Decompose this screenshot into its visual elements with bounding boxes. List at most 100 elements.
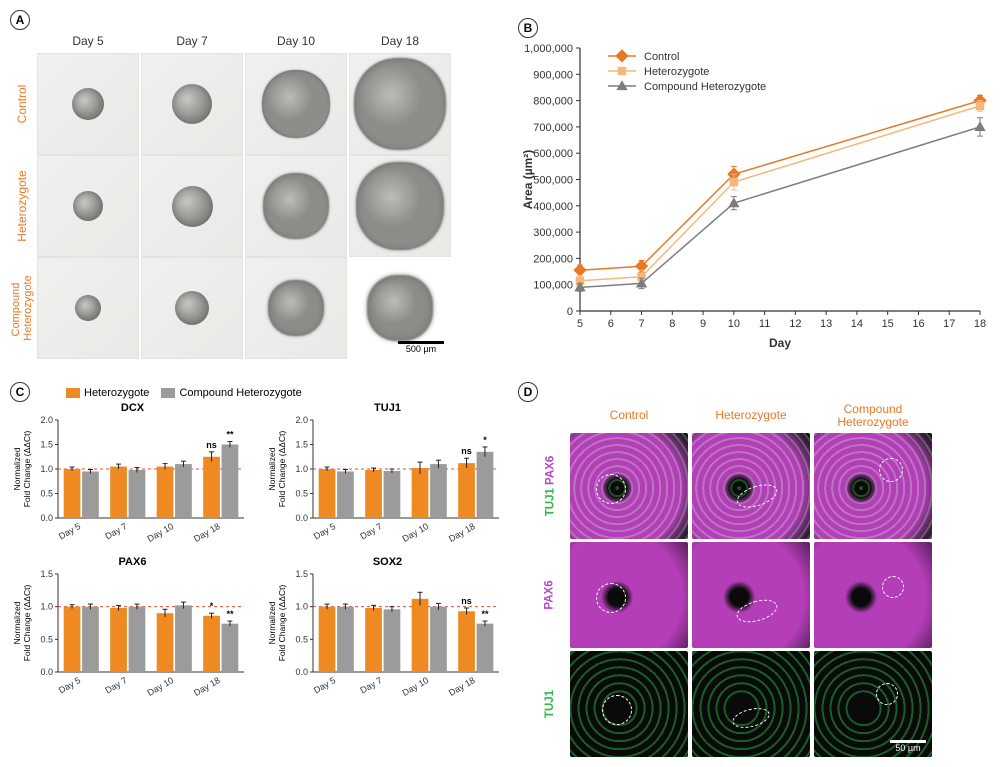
panel-a-col-label: Day 18	[381, 34, 419, 48]
svg-text:1.5: 1.5	[295, 569, 308, 579]
svg-text:8: 8	[669, 318, 675, 330]
svg-text:1.5: 1.5	[40, 440, 53, 450]
svg-text:600,000: 600,000	[533, 148, 573, 160]
svg-text:Normalized: Normalized	[12, 601, 22, 644]
panel-d-col-label: Control	[610, 409, 649, 422]
panel-c: C HeterozygoteCompound Heterozygote DCX0…	[10, 378, 510, 757]
svg-text:6: 6	[608, 318, 614, 330]
barplot: DCX0.00.51.01.52.0Day 5Day 7Day 10Day 18…	[10, 402, 255, 552]
panel-b: B 0100,000200,000300,000400,000500,00060…	[518, 10, 1005, 374]
organoid-tile	[141, 155, 243, 257]
barplot: TUJ10.00.51.01.52.0Day 5Day 7Day 10Day 1…	[265, 402, 510, 552]
panel-d-grid: ControlHeterozygoteCompound Heterozygote…	[534, 402, 1005, 757]
panel-a-row-label: Control	[15, 54, 29, 154]
svg-text:ns: ns	[206, 440, 217, 450]
svg-text:0.0: 0.0	[40, 513, 53, 523]
svg-text:1.0: 1.0	[295, 602, 308, 612]
svg-text:Fold Change (ΔΔCt): Fold Change (ΔΔCt)	[277, 585, 287, 662]
svg-text:0.5: 0.5	[295, 634, 308, 644]
svg-text:1.0: 1.0	[40, 464, 53, 474]
svg-text:0.5: 0.5	[40, 489, 53, 499]
svg-text:Day: Day	[769, 336, 791, 350]
svg-text:13: 13	[820, 318, 832, 330]
panel-a-row-label: Heterozygote	[15, 156, 29, 256]
panel-a-col-label: Day 10	[277, 34, 315, 48]
svg-text:**: **	[226, 609, 234, 619]
svg-text:18: 18	[974, 318, 986, 330]
panel-d: D ControlHeterozygoteCompound Heterozygo…	[518, 378, 1005, 757]
if-tile	[570, 542, 688, 648]
svg-text:0.0: 0.0	[295, 513, 308, 523]
barplot-title: PAX6	[10, 556, 255, 568]
svg-text:Fold Change (ΔΔCt): Fold Change (ΔΔCt)	[22, 585, 32, 662]
svg-text:100,000: 100,000	[533, 280, 573, 292]
svg-text:Day 7: Day 7	[103, 675, 128, 695]
organoid-tile	[141, 257, 243, 359]
organoid-tile: 500 µm	[350, 258, 450, 358]
svg-text:500,000: 500,000	[533, 175, 573, 187]
svg-text:14: 14	[851, 318, 863, 330]
svg-text:Normalized: Normalized	[12, 447, 22, 490]
svg-text:ns: ns	[461, 446, 472, 456]
svg-text:800,000: 800,000	[533, 96, 573, 108]
svg-text:Day 18: Day 18	[447, 521, 477, 544]
barplot-grid: DCX0.00.51.01.52.0Day 5Day 7Day 10Day 18…	[10, 402, 510, 706]
svg-text:12: 12	[789, 318, 801, 330]
svg-text:Day 7: Day 7	[358, 521, 383, 541]
svg-text:17: 17	[943, 318, 955, 330]
svg-text:0.0: 0.0	[40, 667, 53, 677]
barplot-title: SOX2	[265, 556, 510, 568]
svg-text:Area (µm²): Area (µm²)	[521, 150, 535, 210]
panel-a: A Day 5Day 7Day 10Day 18ControlHeterozyg…	[10, 10, 510, 374]
svg-text:*: *	[210, 601, 214, 611]
svg-text:2.0: 2.0	[40, 415, 53, 425]
svg-text:Fold Change (ΔΔCt): Fold Change (ΔΔCt)	[277, 431, 287, 508]
svg-text:**: **	[226, 430, 234, 440]
svg-text:0.0: 0.0	[295, 667, 308, 677]
organoid-tile	[349, 53, 451, 155]
svg-text:Heterozygote: Heterozygote	[644, 66, 709, 78]
svg-text:1.5: 1.5	[40, 569, 53, 579]
if-tile	[692, 651, 810, 757]
svg-text:*: *	[483, 435, 487, 445]
svg-text:0.5: 0.5	[40, 634, 53, 644]
panel-c-label: C	[10, 382, 30, 402]
svg-text:Day 18: Day 18	[447, 675, 477, 698]
organoid-tile	[245, 155, 347, 257]
panel-a-col-label: Day 7	[176, 34, 207, 48]
if-tile: 50 µm	[814, 651, 932, 757]
svg-text:Day 7: Day 7	[358, 675, 383, 695]
svg-text:Day 10: Day 10	[401, 521, 431, 544]
svg-text:Day 18: Day 18	[192, 675, 222, 698]
organoid-tile	[349, 155, 451, 257]
svg-text:11: 11	[759, 318, 770, 330]
svg-text:Control: Control	[644, 51, 679, 63]
line-chart: 0100,000200,000300,000400,000500,000600,…	[518, 38, 988, 353]
if-tile	[570, 433, 688, 539]
organoid-tile	[37, 53, 139, 155]
barplot: PAX60.00.51.01.5Day 5Day 7Day 10Day 18**…	[10, 556, 255, 706]
svg-text:Day 5: Day 5	[312, 521, 337, 541]
svg-text:700,000: 700,000	[533, 122, 573, 134]
panel-a-grid: Day 5Day 7Day 10Day 18ControlHeterozygot…	[10, 30, 510, 374]
svg-text:Day 10: Day 10	[146, 521, 176, 544]
svg-text:1.0: 1.0	[295, 464, 308, 474]
barplot-title: TUJ1	[265, 402, 510, 414]
svg-text:0.5: 0.5	[295, 489, 308, 499]
panel-b-label: B	[518, 18, 538, 38]
panel-d-row-label: TUJ1 PAX6	[544, 456, 556, 517]
organoid-tile	[141, 53, 243, 155]
svg-text:2.0: 2.0	[295, 415, 308, 425]
svg-text:9: 9	[700, 318, 706, 330]
svg-text:16: 16	[912, 318, 924, 330]
svg-text:0: 0	[567, 306, 573, 318]
organoid-tile	[37, 155, 139, 257]
svg-text:1.0: 1.0	[40, 602, 53, 612]
panel-d-scalebar: 50 µm	[890, 740, 926, 753]
organoid-tile	[245, 257, 347, 359]
svg-text:Normalized: Normalized	[267, 601, 277, 644]
svg-text:**: **	[481, 609, 489, 619]
svg-text:Day 5: Day 5	[57, 675, 82, 695]
svg-text:Day 10: Day 10	[146, 675, 176, 698]
if-tile	[692, 542, 810, 648]
